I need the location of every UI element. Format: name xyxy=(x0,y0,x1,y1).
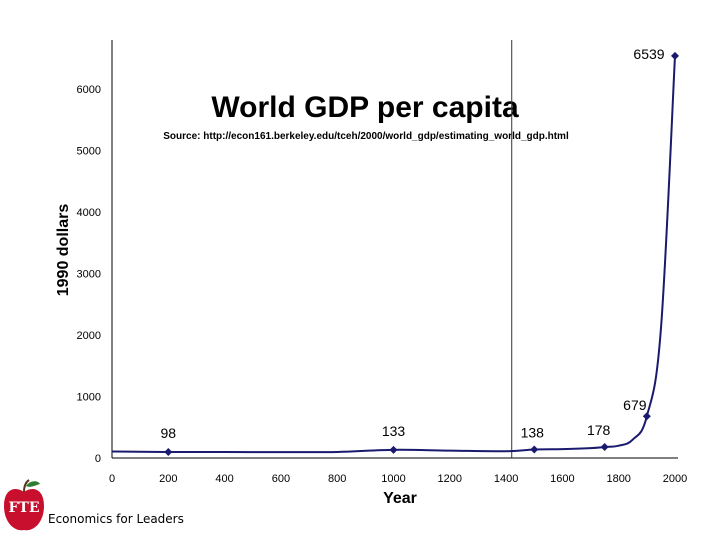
x-tick-1400: 1400 xyxy=(494,473,518,485)
data-label-1000: 133 xyxy=(382,423,406,439)
x-axis-label: Year xyxy=(383,490,417,507)
chart-title: World GDP per capita xyxy=(211,91,519,124)
x-tick-1000: 1000 xyxy=(381,473,405,485)
y-tick-6000: 6000 xyxy=(77,84,101,96)
x-tick-1200: 1200 xyxy=(438,473,462,485)
marker-200 xyxy=(164,447,173,456)
footer-org-name: Economics for Leaders xyxy=(48,512,184,526)
y-tick-0: 0 xyxy=(95,453,101,465)
chart-subtitle: Source: http://econ161.berkeley.edu/tceh… xyxy=(163,131,569,142)
marker-1500 xyxy=(530,445,539,454)
x-tick-1800: 1800 xyxy=(606,473,630,485)
apple-logo-icon xyxy=(4,479,44,531)
data-label-1500: 138 xyxy=(521,425,545,441)
x-tick-0: 0 xyxy=(109,473,115,485)
x-tick-800: 800 xyxy=(328,473,346,485)
data-label-1750: 178 xyxy=(587,422,611,438)
series-group xyxy=(111,55,676,454)
logo-text: FTE xyxy=(8,500,40,516)
x-tick-200: 200 xyxy=(159,473,177,485)
markers-group xyxy=(164,51,679,456)
data-labels-group: 98 133 138 178 679 6539 xyxy=(161,46,665,441)
x-tick-600: 600 xyxy=(272,473,290,485)
data-label-2000: 6539 xyxy=(633,46,664,62)
series-line-0 xyxy=(111,55,676,454)
y-tick-4000: 4000 xyxy=(77,207,101,219)
y-tick-labels: 0 1000 2000 3000 4000 5000 6000 xyxy=(77,84,101,465)
y-axis-label: 1990 dollars xyxy=(55,204,72,297)
y-tick-1000: 1000 xyxy=(77,392,101,404)
x-tick-2000: 2000 xyxy=(663,473,687,485)
marker-1750 xyxy=(600,443,609,452)
y-tick-3000: 3000 xyxy=(77,269,101,281)
data-label-1900: 679 xyxy=(623,397,647,413)
marker-1000 xyxy=(389,445,398,454)
y-tick-2000: 2000 xyxy=(77,330,101,342)
marker-1900 xyxy=(642,412,651,421)
x-tick-labels: 0 200 400 600 800 1000 1200 1400 1600 1800 2000 xyxy=(109,473,687,485)
y-tick-5000: 5000 xyxy=(77,146,101,158)
x-tick-400: 400 xyxy=(215,473,233,485)
data-label-200: 98 xyxy=(161,425,177,441)
marker-2000 xyxy=(671,51,679,60)
x-tick-1600: 1600 xyxy=(550,473,574,485)
